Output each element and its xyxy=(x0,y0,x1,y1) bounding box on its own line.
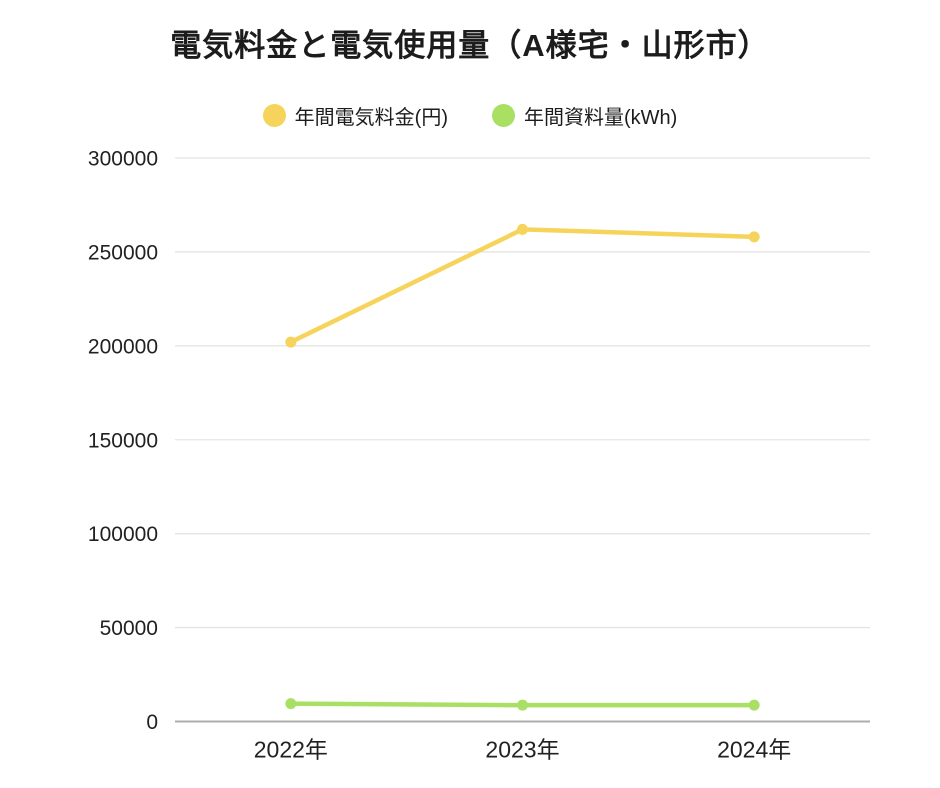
chart-title: 電気料金と電気使用量（A様宅・山形市） xyxy=(170,28,770,63)
y-tick-label: 300000 xyxy=(88,148,158,171)
y-tick-label: 250000 xyxy=(88,241,158,264)
chart-legend: 年間電気料金(円) 年間資料量(kWh) xyxy=(0,101,940,130)
data-point xyxy=(748,699,760,711)
data-point xyxy=(517,699,528,711)
x-tick-label: 2024年 xyxy=(717,737,791,763)
series-line xyxy=(288,227,757,345)
x-tick-label: 2023年 xyxy=(485,737,559,763)
data-point xyxy=(285,698,297,710)
data-point xyxy=(748,231,760,243)
y-tick-label: 50000 xyxy=(100,617,158,640)
x-tick-label: 2022年 xyxy=(254,737,328,763)
data-point xyxy=(517,223,528,235)
legend-item-electricity-cost: 年間電気料金(円) xyxy=(262,101,448,130)
legend-item-usage: 年間資料量(kWh) xyxy=(492,101,677,130)
legend-swatch-green-icon xyxy=(492,104,515,127)
y-tick-label: 100000 xyxy=(88,523,158,546)
legend-label-electricity-cost: 年間電気料金(円) xyxy=(294,107,448,129)
y-tick-label: 0 xyxy=(146,711,158,734)
legend-label-usage: 年間資料量(kWh) xyxy=(524,107,678,129)
legend-swatch-yellow-icon xyxy=(262,104,286,127)
data-point xyxy=(285,336,297,348)
y-tick-label: 200000 xyxy=(88,335,158,358)
y-tick-label: 150000 xyxy=(88,429,158,452)
